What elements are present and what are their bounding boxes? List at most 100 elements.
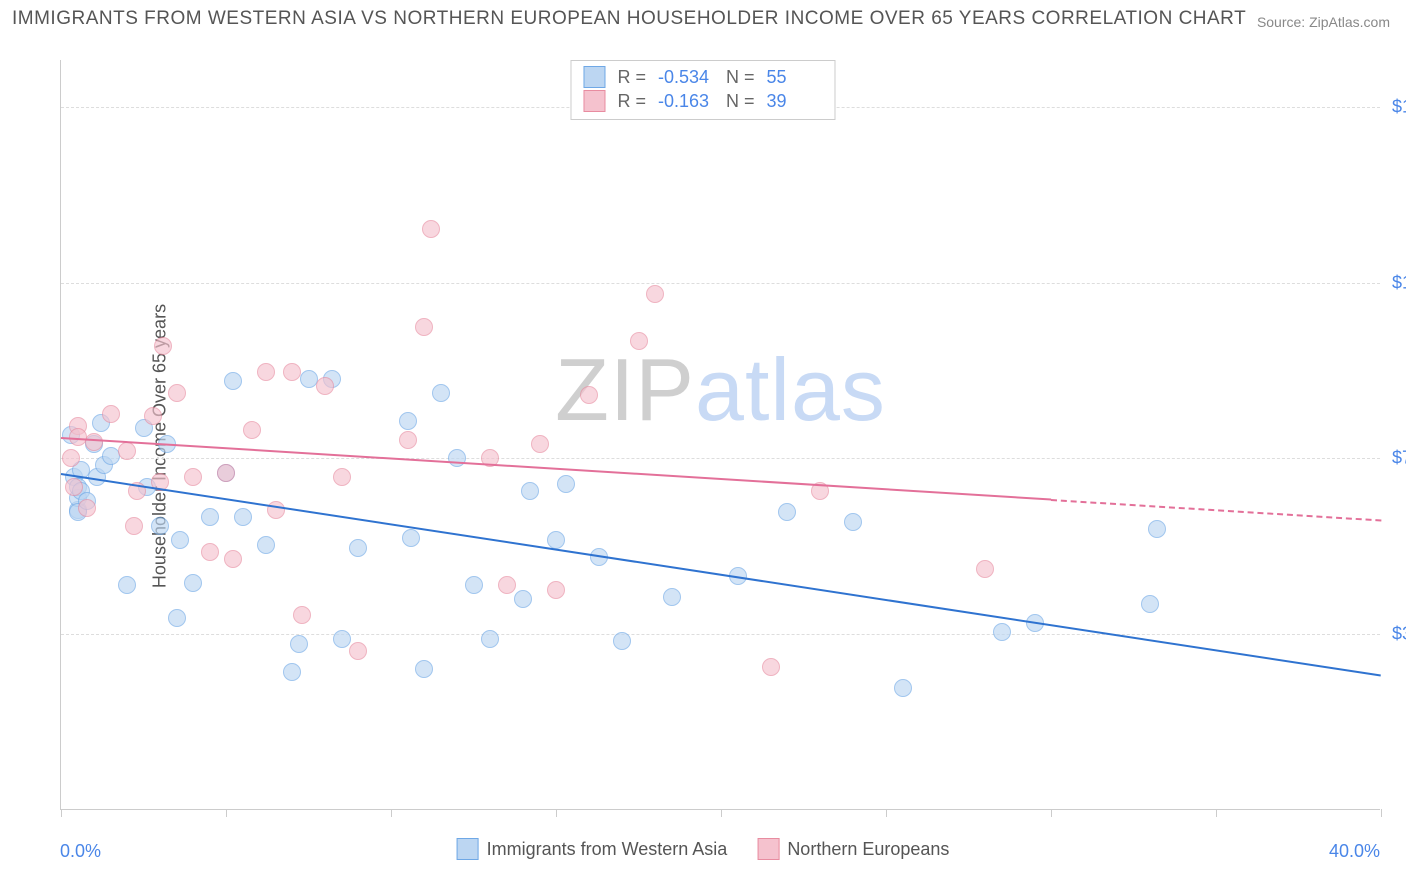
data-point (415, 318, 433, 336)
legend-swatch (457, 838, 479, 860)
data-point (514, 590, 532, 608)
data-point (217, 464, 235, 482)
data-point (448, 449, 466, 467)
correlation-row: R = -0.163 N = 39 (583, 89, 822, 113)
data-point (102, 447, 120, 465)
legend-label: Immigrants from Western Asia (487, 839, 728, 860)
data-point (778, 503, 796, 521)
x-tick (1381, 809, 1382, 817)
data-point (531, 435, 549, 453)
x-tick (226, 809, 227, 817)
data-point (333, 468, 351, 486)
r-label: R = (617, 91, 646, 112)
data-point (646, 285, 664, 303)
trend-line (61, 473, 1381, 677)
legend-swatch (583, 90, 605, 112)
data-point (993, 623, 1011, 641)
data-point (547, 581, 565, 599)
series-legend: Immigrants from Western Asia Northern Eur… (457, 838, 950, 860)
data-point (976, 560, 994, 578)
legend-swatch (583, 66, 605, 88)
data-point (151, 517, 169, 535)
data-point (762, 658, 780, 676)
legend-item: Northern Europeans (757, 838, 949, 860)
trend-line (61, 437, 1051, 501)
watermark-part1: ZIP (555, 340, 695, 439)
data-point (62, 449, 80, 467)
correlation-row: R = -0.534 N = 55 (583, 65, 822, 89)
data-point (498, 576, 516, 594)
n-label: N = (726, 91, 755, 112)
data-point (349, 642, 367, 660)
x-tick (721, 809, 722, 817)
x-tick (1051, 809, 1052, 817)
source-attribution: Source: ZipAtlas.com (1257, 14, 1390, 30)
data-point (224, 372, 242, 390)
r-value: -0.534 (658, 67, 714, 88)
data-point (663, 588, 681, 606)
data-point (118, 442, 136, 460)
legend-swatch (757, 838, 779, 860)
data-point (154, 337, 172, 355)
data-point (118, 576, 136, 594)
x-tick (1216, 809, 1217, 817)
data-point (316, 377, 334, 395)
data-point (224, 550, 242, 568)
data-point (894, 679, 912, 697)
data-point (557, 475, 575, 493)
data-point (125, 517, 143, 535)
data-point (257, 536, 275, 554)
data-point (243, 421, 261, 439)
x-axis-max-label: 40.0% (1329, 841, 1380, 862)
data-point (613, 632, 631, 650)
chart-title: IMMIGRANTS FROM WESTERN ASIA VS NORTHERN… (12, 8, 1246, 30)
data-point (521, 482, 539, 500)
data-point (102, 405, 120, 423)
data-point (432, 384, 450, 402)
data-point (78, 499, 96, 517)
data-point (283, 663, 301, 681)
legend-label: Northern Europeans (787, 839, 949, 860)
data-point (168, 609, 186, 627)
data-point (1141, 595, 1159, 613)
data-point (290, 635, 308, 653)
data-point (580, 386, 598, 404)
data-point (422, 220, 440, 238)
y-tick-label: $75,000 (1382, 448, 1406, 469)
y-tick-label: $150,000 (1382, 96, 1406, 117)
r-value: -0.163 (658, 91, 714, 112)
data-point (415, 660, 433, 678)
data-point (630, 332, 648, 350)
x-tick (391, 809, 392, 817)
y-tick-label: $37,500 (1382, 624, 1406, 645)
r-label: R = (617, 67, 646, 88)
data-point (201, 508, 219, 526)
data-point (481, 630, 499, 648)
x-axis-min-label: 0.0% (60, 841, 101, 862)
data-point (201, 543, 219, 561)
n-label: N = (726, 67, 755, 88)
plot-area: ZIPatlas $37,500$75,000$112,500$150,000 (60, 60, 1380, 810)
n-value: 55 (767, 67, 823, 88)
data-point (333, 630, 351, 648)
gridline (61, 283, 1380, 284)
data-point (1148, 520, 1166, 538)
data-point (300, 370, 318, 388)
correlation-legend: R = -0.534 N = 55 R = -0.163 N = 39 (570, 60, 835, 120)
data-point (85, 433, 103, 451)
data-point (267, 501, 285, 519)
n-value: 39 (767, 91, 823, 112)
data-point (184, 468, 202, 486)
data-point (283, 363, 301, 381)
data-point (168, 384, 186, 402)
data-point (171, 531, 189, 549)
data-point (184, 574, 202, 592)
data-point (399, 412, 417, 430)
data-point (465, 576, 483, 594)
y-tick-label: $112,500 (1382, 272, 1406, 293)
data-point (349, 539, 367, 557)
watermark: ZIPatlas (555, 339, 886, 441)
x-tick (61, 809, 62, 817)
data-point (844, 513, 862, 531)
trend-line-extrapolated (1051, 499, 1381, 522)
